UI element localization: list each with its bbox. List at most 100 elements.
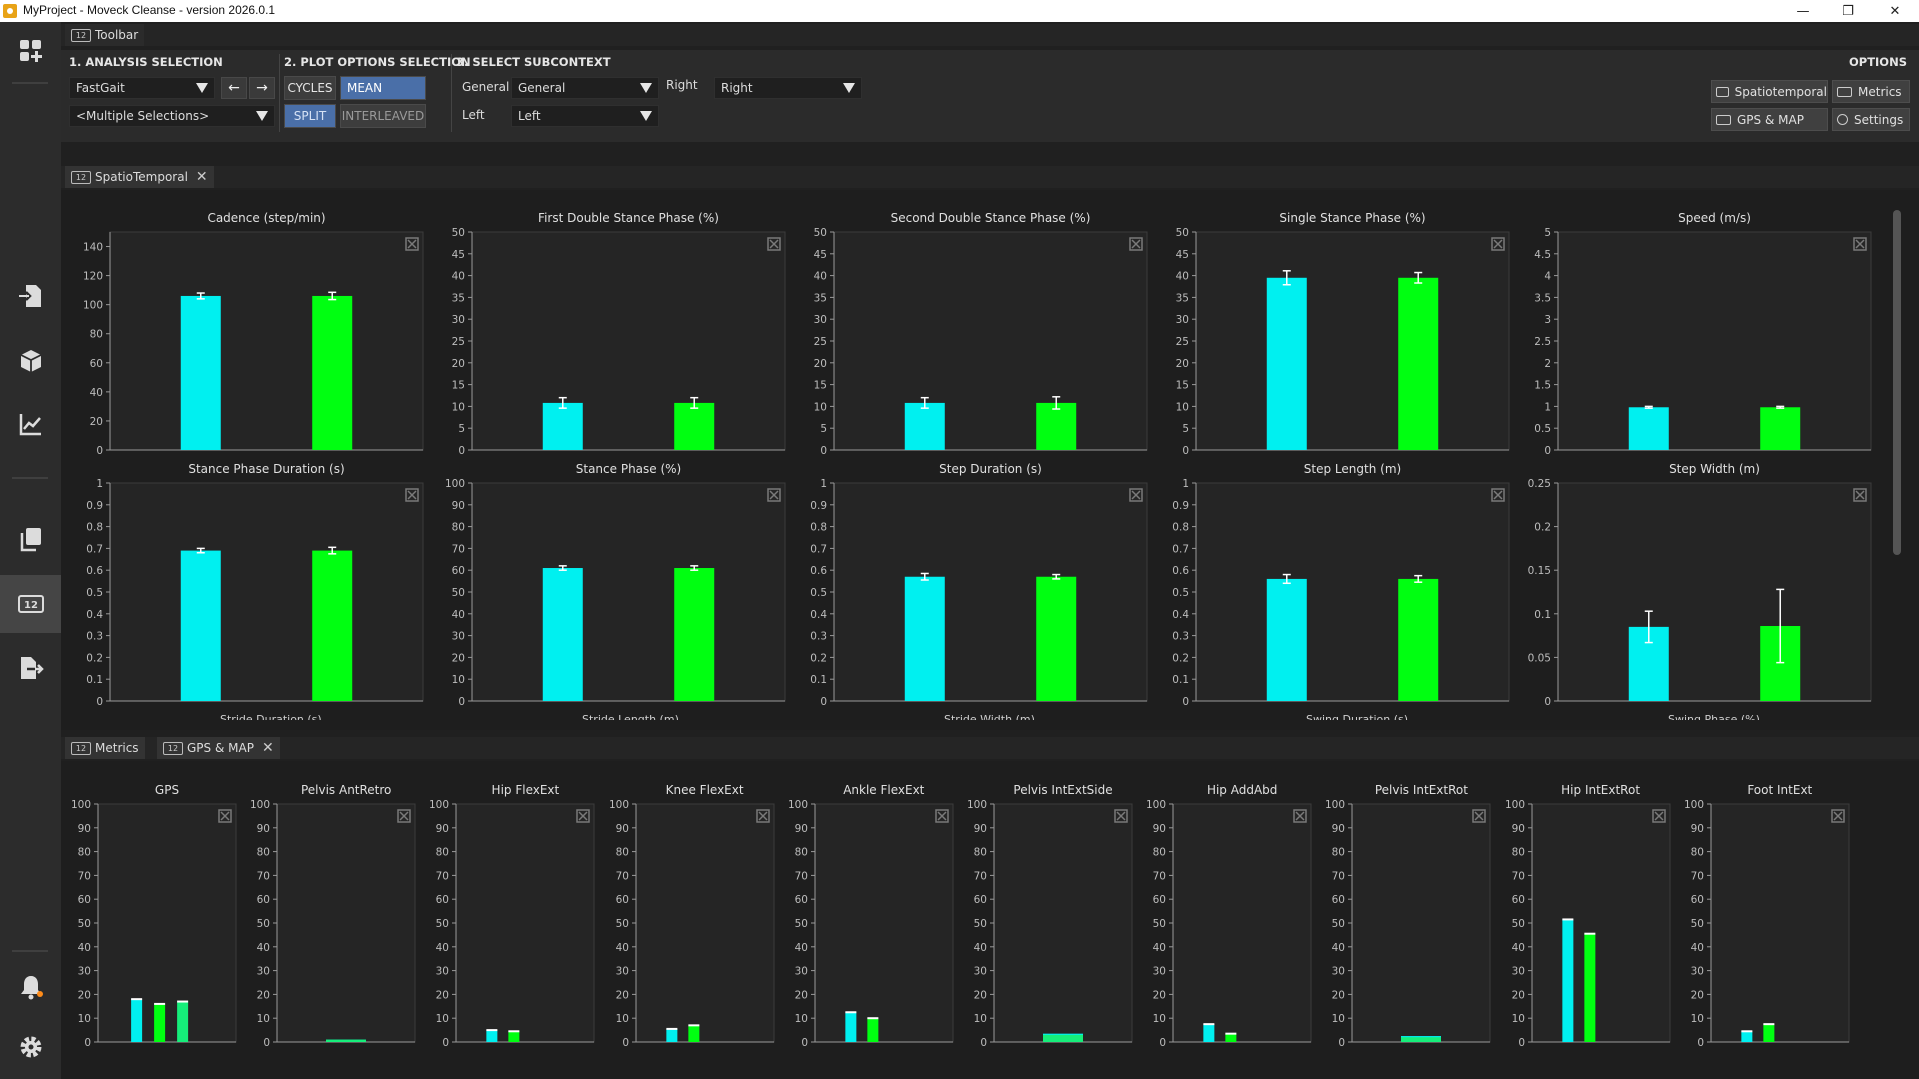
- tab-spatiotemporal[interactable]: 12 SpatioTemporal ✕: [65, 166, 214, 188]
- import-button[interactable]: [0, 267, 61, 325]
- chart-foot-intext[interactable]: Foot IntExt 0 10 20 30 40 50 60 70 80 90 100: [1671, 783, 1850, 1056]
- tab-toolbar[interactable]: 12 Toolbar: [65, 24, 145, 46]
- y-tick-label: 0: [458, 445, 465, 457]
- y-tick-label: 90: [974, 823, 987, 835]
- y-tick-label: 10: [1511, 1013, 1524, 1025]
- y-tick-label: 20: [90, 416, 103, 428]
- bar: [154, 1003, 166, 1042]
- numeric-panel-button[interactable]: 12: [0, 575, 61, 633]
- bar: [486, 1030, 498, 1042]
- chart-hip-intextrot[interactable]: Hip IntExtRot 0 10 20 30 40 50 60 70 80 90 100: [1492, 783, 1671, 1056]
- tab-gps-map[interactable]: 12 GPS & MAP ✕: [157, 737, 280, 759]
- close-icon[interactable]: ✕: [261, 740, 274, 756]
- y-tick-label: 10: [814, 401, 827, 413]
- y-tick-label: 70: [974, 870, 987, 882]
- next-analysis-button[interactable]: →: [249, 77, 275, 99]
- close-window-button[interactable]: ✕: [1889, 3, 1901, 19]
- chart-hip-flexext[interactable]: Hip FlexExt 0 10 20 30 40 50 60 70 80 90 100: [416, 783, 595, 1056]
- close-icon[interactable]: ✕: [195, 169, 208, 185]
- chart-knee-flexext[interactable]: Knee FlexExt 0 10 20 30 40 50 60 70 80 90 100: [596, 783, 775, 1056]
- chart-hip-addabd[interactable]: Hip AddAbd 0 10 20 30 40 50 60 70 80 90 100: [1133, 783, 1312, 1056]
- plot-frame: [471, 482, 786, 702]
- bar: [1583, 933, 1595, 1042]
- duplicate-button[interactable]: [0, 510, 61, 568]
- y-tick-label: 50: [452, 587, 465, 599]
- chart-pelvis-intextrot[interactable]: Pelvis IntExtRot 0 10 20 30 40 50 60 70 80 90 100: [1312, 783, 1491, 1056]
- bar: [542, 568, 583, 701]
- y-tick-label: 100: [83, 300, 103, 312]
- y-tick-label: 50: [1332, 918, 1345, 930]
- chart-plot: 0 10 20 30 40 50 60 70 80 90 100: [1146, 799, 1312, 1049]
- maximize-button[interactable]: ❐: [1842, 3, 1854, 19]
- vertical-scrollbar[interactable]: [1893, 210, 1901, 555]
- chart-step-width-m[interactable]: Step Width (m) 0 0.05 0.1 0.15 0.2 0.25: [1518, 462, 1872, 715]
- y-tick-label: 20: [974, 989, 987, 1001]
- plot-frame: [1557, 231, 1872, 451]
- y-tick-label: 30: [1153, 966, 1166, 978]
- y-tick-label: 100: [445, 478, 465, 490]
- model-3d-button[interactable]: [0, 332, 61, 390]
- chart-step-duration-s[interactable]: Step Duration (s) 0 0.1 0.2 0.3 0.4 0.5 0.6 0.7 0…: [794, 462, 1148, 715]
- chart-gps[interactable]: GPS 0 10 20 30 40 50 60 70 80 90 100: [58, 783, 237, 1056]
- analysis-dropdown[interactable]: FastGait: [69, 77, 215, 99]
- y-tick-label: 35: [452, 292, 465, 304]
- y-tick-label: 1.5: [1534, 380, 1551, 392]
- chart-single-stance-phase[interactable]: Single Stance Phase (%) 0 5 10 15 20 25 30 35 40 4…: [1156, 211, 1510, 464]
- tab-metrics[interactable]: 12 Metrics: [65, 737, 145, 759]
- y-tick-label: 70: [794, 870, 807, 882]
- mean-toggle[interactable]: MEAN: [340, 76, 426, 100]
- previous-analysis-button[interactable]: ←: [221, 77, 247, 99]
- chart-stance-phase-duration-s[interactable]: Stance Phase Duration (s) 0 0.1 0.2 0.3 0.4 0.…: [70, 462, 424, 715]
- chart-step-length-m[interactable]: Step Length (m) 0 0.1 0.2 0.3 0.4 0.5 0.6 0.7 0.8…: [1156, 462, 1510, 715]
- cutoff-chart-title: Stride Duration (s): [220, 713, 322, 720]
- y-tick-label: 60: [1690, 894, 1703, 906]
- interleaved-toggle[interactable]: INTERLEAVED: [340, 104, 426, 128]
- y-tick-label: 0: [443, 1037, 450, 1049]
- left-dropdown[interactable]: Left: [511, 105, 659, 127]
- chart-speed-m-s[interactable]: Speed (m/s) 0 0.5 1 1.5 2 2.5 3 3.5 4 4.5 5: [1518, 211, 1872, 464]
- plots-button[interactable]: [0, 395, 61, 453]
- expand-icon: [576, 809, 591, 823]
- split-toggle[interactable]: SPLIT: [284, 104, 336, 128]
- expand-icon: [405, 488, 419, 502]
- settings-option-button[interactable]: Settings: [1832, 108, 1910, 131]
- chart-first-double-stance-phase[interactable]: First Double Stance Phase (%) 0 5 10 15 20 25 3…: [432, 211, 786, 464]
- bar: [904, 576, 945, 701]
- settings-button[interactable]: [0, 1018, 61, 1076]
- chart-second-double-stance-phase[interactable]: Second Double Stance Phase (%) 0 5 10 15 20 25…: [794, 211, 1148, 464]
- y-tick-label: 30: [615, 966, 628, 978]
- plot-frame: [833, 231, 1148, 451]
- y-tick-label: 40: [452, 271, 465, 283]
- plot-frame: [814, 803, 954, 1043]
- dashboard-button[interactable]: [0, 22, 61, 80]
- right-dropdown[interactable]: Right: [714, 77, 862, 99]
- y-tick-label: 40: [814, 271, 827, 283]
- chart-pelvis-antretro[interactable]: Pelvis AntRetro 0 10 20 30 40 50 60 70 80 90 100: [237, 783, 416, 1056]
- metrics-option-button[interactable]: Metrics: [1832, 80, 1910, 103]
- chart-stance-phase[interactable]: Stance Phase (%) 0 10 20 30 40 50 60 70 80 90 100: [432, 462, 786, 715]
- numeric-panel-icon: 12: [71, 170, 91, 184]
- y-tick-label: 30: [814, 314, 827, 326]
- expand-icon: [1129, 237, 1143, 251]
- general-dropdown[interactable]: General: [511, 77, 659, 99]
- y-tick-label: 10: [1153, 1013, 1166, 1025]
- plot-frame: [1195, 231, 1510, 451]
- spatiotemporal-option-button[interactable]: Spatiotemporal: [1711, 80, 1828, 103]
- cycles-toggle[interactable]: CYCLES: [284, 76, 336, 100]
- chart-pelvis-intextside[interactable]: Pelvis IntExtSide 0 10 20 30 40 50 60 70 80 90 100: [954, 783, 1133, 1056]
- chart-ankle-flexext[interactable]: Ankle FlexExt 0 10 20 30 40 50 60 70 80 90 100: [775, 783, 954, 1056]
- chart-plot: 0 5 10 15 20 25 30 35 40 45 50: [814, 227, 1148, 457]
- export-button[interactable]: [0, 639, 61, 697]
- y-tick-label: 10: [615, 1013, 628, 1025]
- minimize-button[interactable]: —: [1796, 3, 1810, 19]
- y-tick-label: 0.9: [1172, 500, 1189, 512]
- chart-cadence-step-min[interactable]: Cadence (step/min) 0 20 40 60 80 100 120 140: [70, 211, 424, 464]
- chart-title: Step Width (m): [1669, 462, 1760, 476]
- y-tick-label: 20: [452, 358, 465, 370]
- gps-map-option-button[interactable]: GPS & MAP: [1711, 108, 1828, 131]
- notifications-button[interactable]: [0, 958, 61, 1016]
- trials-dropdown[interactable]: <Multiple Selections>: [69, 105, 275, 127]
- y-tick-label: 0.1: [1172, 674, 1189, 686]
- chart-title: Knee FlexExt: [665, 783, 744, 797]
- right-dropdown-value: Right: [721, 81, 753, 95]
